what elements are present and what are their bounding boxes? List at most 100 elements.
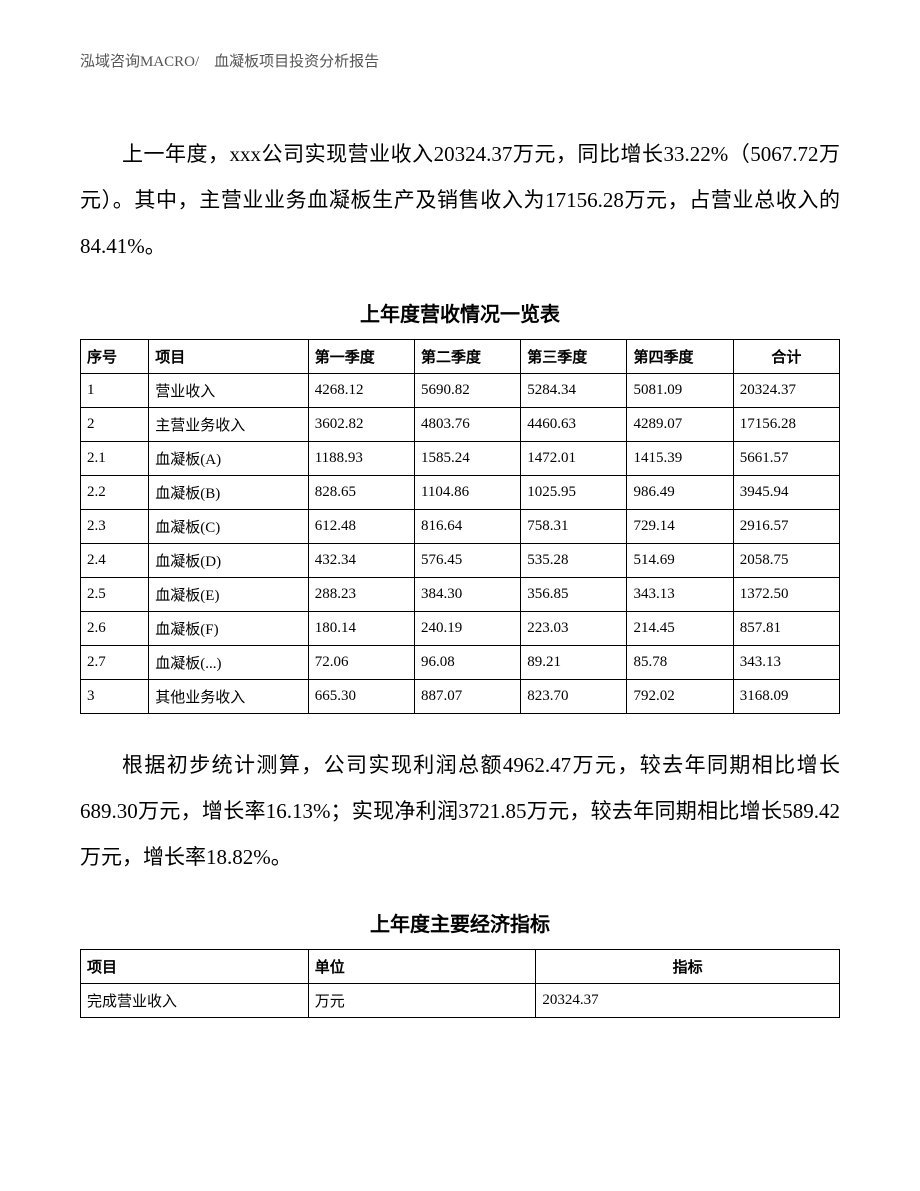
table-cell: 1025.95: [521, 475, 627, 509]
paragraph-1: 上一年度，xxx公司实现营业收入20324.37万元，同比增长33.22%（50…: [80, 131, 840, 270]
table-cell: 180.14: [308, 611, 414, 645]
table-cell: 514.69: [627, 543, 733, 577]
table-cell: 214.45: [627, 611, 733, 645]
document-page: 泓域咨询MACRO/ 血凝板项目投资分析报告 上一年度，xxx公司实现营业收入2…: [0, 0, 920, 1191]
table-cell: 96.08: [414, 645, 520, 679]
table-cell: 665.30: [308, 679, 414, 713]
table-row: 2主营业务收入3602.824803.764460.634289.0717156…: [81, 407, 840, 441]
table-cell: 营业收入: [149, 373, 308, 407]
table-header-row: 项目 单位 指标: [81, 950, 840, 984]
table-cell: 2.5: [81, 577, 149, 611]
table-cell: 20324.37: [536, 984, 840, 1018]
table-cell: 823.70: [521, 679, 627, 713]
table-cell: 2.7: [81, 645, 149, 679]
col-total: 合计: [733, 339, 839, 373]
table-cell: 2.3: [81, 509, 149, 543]
table-cell: 1415.39: [627, 441, 733, 475]
table-cell: 2916.57: [733, 509, 839, 543]
table-cell: 5081.09: [627, 373, 733, 407]
col-q1: 第一季度: [308, 339, 414, 373]
col-q2: 第二季度: [414, 339, 520, 373]
col-q4: 第四季度: [627, 339, 733, 373]
table-cell: 3602.82: [308, 407, 414, 441]
table-row: 完成营业收入万元20324.37: [81, 984, 840, 1018]
col-item: 项目: [149, 339, 308, 373]
table-cell: 729.14: [627, 509, 733, 543]
col-q3: 第三季度: [521, 339, 627, 373]
table-row: 2.7血凝板(...)72.0696.0889.2185.78343.13: [81, 645, 840, 679]
table-cell: 3168.09: [733, 679, 839, 713]
table-cell: 血凝板(E): [149, 577, 308, 611]
table-cell: 4803.76: [414, 407, 520, 441]
table-cell: 384.30: [414, 577, 520, 611]
table-cell: 4289.07: [627, 407, 733, 441]
table-cell: 4268.12: [308, 373, 414, 407]
table-cell: 血凝板(A): [149, 441, 308, 475]
col-value: 指标: [536, 950, 840, 984]
table-cell: 223.03: [521, 611, 627, 645]
table-cell: 血凝板(...): [149, 645, 308, 679]
table-cell: 1472.01: [521, 441, 627, 475]
revenue-table: 序号 项目 第一季度 第二季度 第三季度 第四季度 合计 1营业收入4268.1…: [80, 339, 840, 714]
table-cell: 887.07: [414, 679, 520, 713]
table-cell: 828.65: [308, 475, 414, 509]
table1-title: 上年度营收情况一览表: [80, 298, 840, 327]
table-cell: 2.6: [81, 611, 149, 645]
table-cell: 89.21: [521, 645, 627, 679]
col-item: 项目: [81, 950, 309, 984]
table-row: 2.6血凝板(F)180.14240.19223.03214.45857.81: [81, 611, 840, 645]
table-cell: 2058.75: [733, 543, 839, 577]
table-cell: 343.13: [627, 577, 733, 611]
table-cell: 5690.82: [414, 373, 520, 407]
table-cell: 1372.50: [733, 577, 839, 611]
table-cell: 血凝板(B): [149, 475, 308, 509]
table-cell: 万元: [308, 984, 536, 1018]
table-cell: 完成营业收入: [81, 984, 309, 1018]
table-cell: 5284.34: [521, 373, 627, 407]
table-cell: 其他业务收入: [149, 679, 308, 713]
table-cell: 1: [81, 373, 149, 407]
table-row: 2.5血凝板(E)288.23384.30356.85343.131372.50: [81, 577, 840, 611]
table-cell: 主营业务收入: [149, 407, 308, 441]
paragraph-2: 根据初步统计测算，公司实现利润总额4962.47万元，较去年同期相比增长689.…: [80, 742, 840, 881]
table-row: 2.1血凝板(A)1188.931585.241472.011415.39566…: [81, 441, 840, 475]
table-cell: 535.28: [521, 543, 627, 577]
table-cell: 72.06: [308, 645, 414, 679]
table-row: 2.4血凝板(D)432.34576.45535.28514.692058.75: [81, 543, 840, 577]
table-cell: 血凝板(F): [149, 611, 308, 645]
table-cell: 1188.93: [308, 441, 414, 475]
table-cell: 20324.37: [733, 373, 839, 407]
table-cell: 1585.24: [414, 441, 520, 475]
table-cell: 2: [81, 407, 149, 441]
table-cell: 血凝板(C): [149, 509, 308, 543]
table-cell: 2.2: [81, 475, 149, 509]
table-row: 2.2血凝板(B)828.651104.861025.95986.493945.…: [81, 475, 840, 509]
indicators-table: 项目 单位 指标 完成营业收入万元20324.37: [80, 949, 840, 1018]
table-cell: 4460.63: [521, 407, 627, 441]
table-cell: 3945.94: [733, 475, 839, 509]
table-cell: 356.85: [521, 577, 627, 611]
table-cell: 432.34: [308, 543, 414, 577]
table-cell: 2.1: [81, 441, 149, 475]
table-cell: 343.13: [733, 645, 839, 679]
table-cell: 17156.28: [733, 407, 839, 441]
table-cell: 986.49: [627, 475, 733, 509]
table-cell: 758.31: [521, 509, 627, 543]
table-cell: 85.78: [627, 645, 733, 679]
table-cell: 1104.86: [414, 475, 520, 509]
table-header-row: 序号 项目 第一季度 第二季度 第三季度 第四季度 合计: [81, 339, 840, 373]
table-cell: 288.23: [308, 577, 414, 611]
table-cell: 816.64: [414, 509, 520, 543]
table-cell: 2.4: [81, 543, 149, 577]
table-cell: 血凝板(D): [149, 543, 308, 577]
col-seq: 序号: [81, 339, 149, 373]
table-cell: 240.19: [414, 611, 520, 645]
table-cell: 857.81: [733, 611, 839, 645]
table-cell: 3: [81, 679, 149, 713]
table-row: 1营业收入4268.125690.825284.345081.0920324.3…: [81, 373, 840, 407]
table2-title: 上年度主要经济指标: [80, 908, 840, 937]
table-cell: 576.45: [414, 543, 520, 577]
table-row: 3其他业务收入665.30887.07823.70792.023168.09: [81, 679, 840, 713]
table-cell: 5661.57: [733, 441, 839, 475]
page-header: 泓域咨询MACRO/ 血凝板项目投资分析报告: [80, 50, 840, 71]
